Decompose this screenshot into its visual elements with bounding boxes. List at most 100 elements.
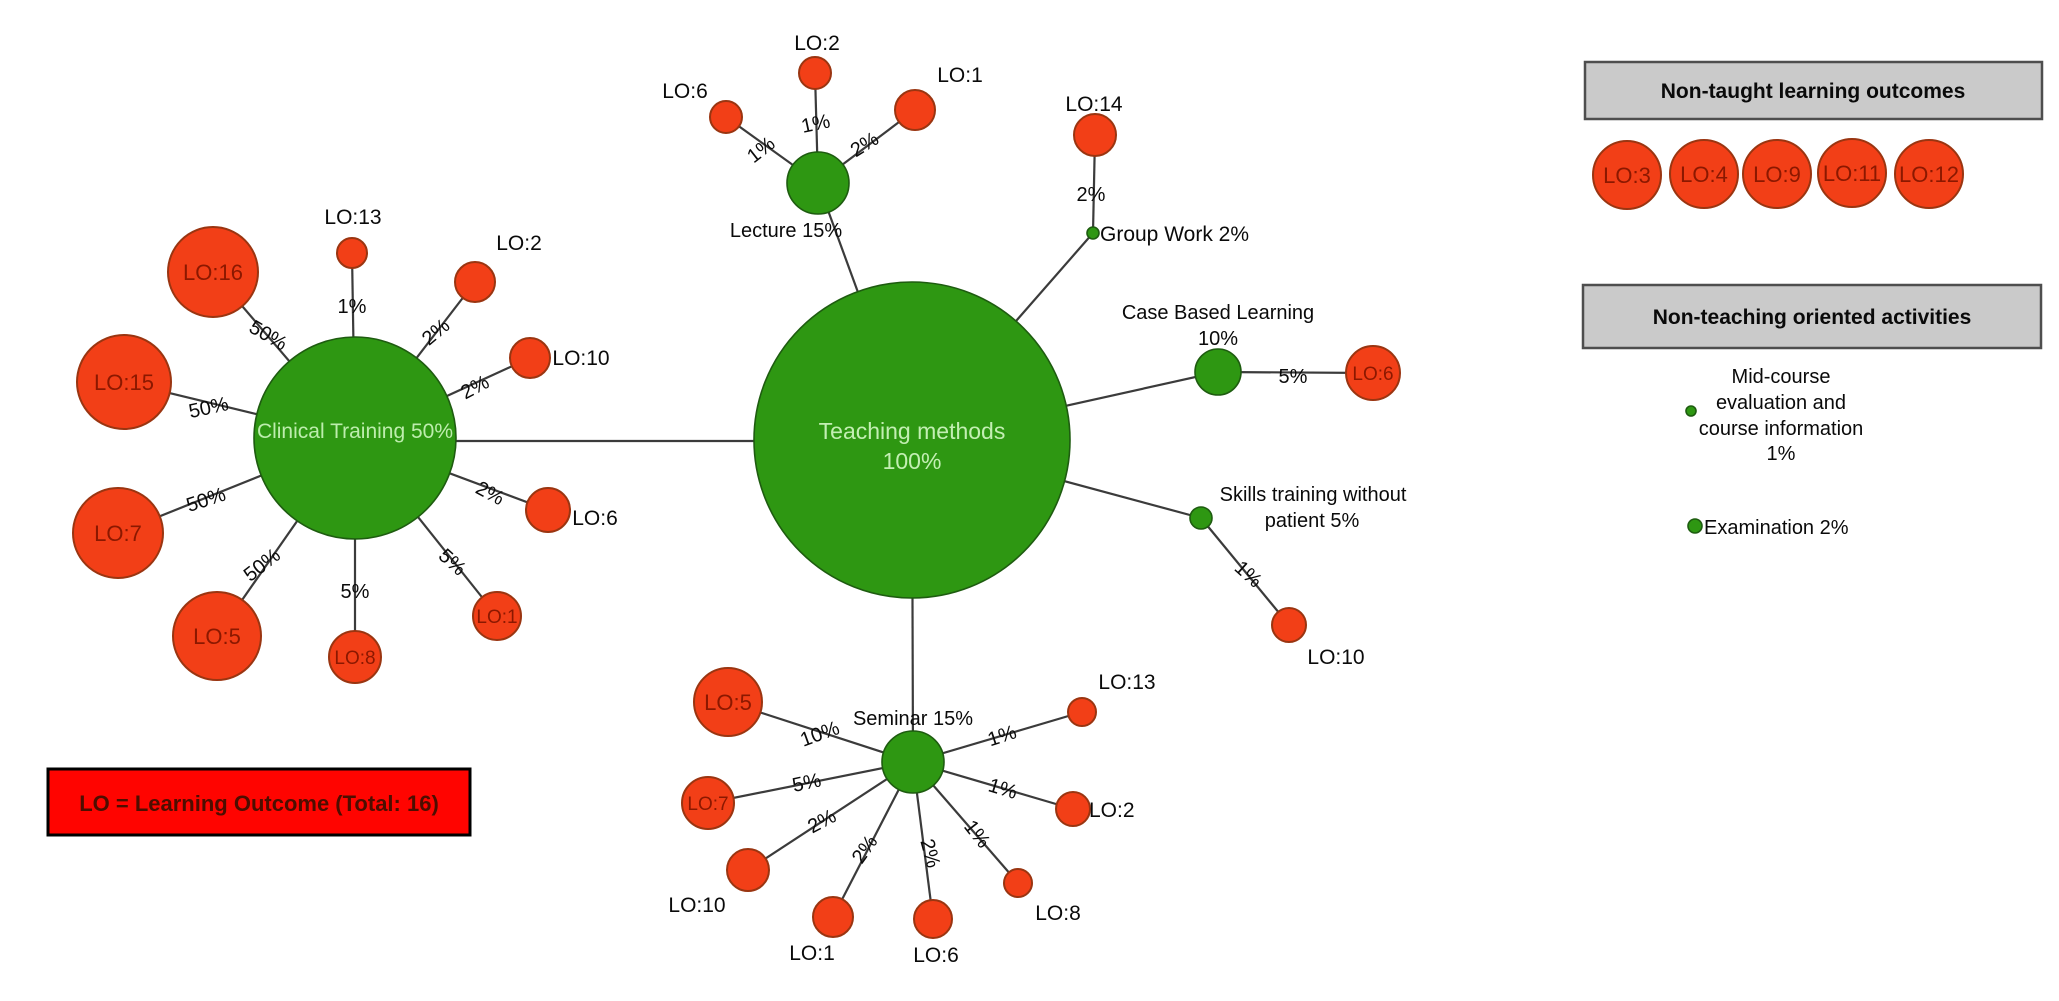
node-clinical-lo16 (167, 226, 259, 318)
seminar-node-label: Seminar 15% (853, 708, 973, 730)
edge-label: 1% (986, 775, 1020, 805)
node-seminar-lo13 (1067, 697, 1097, 727)
legend: LO = Learning Outcome (Total: 16) (46, 767, 472, 837)
edge-label: 2% (418, 315, 454, 351)
lecture-node-label: Lecture 15% (730, 220, 843, 242)
node-seminar-lo10 (726, 848, 770, 892)
mid-course-label-line1: Mid-course (1732, 366, 1831, 388)
node-seminar-lo6 (913, 899, 953, 939)
mid-course-label-line4: 1% (1767, 443, 1796, 465)
edge-label: 50% (184, 484, 229, 517)
node-skills-training (1189, 506, 1213, 530)
node-clinical-lo6 (525, 487, 571, 533)
casebased-node-label-line2: 10% (1198, 328, 1238, 350)
node-layer (72, 56, 1401, 939)
node-mid-course-dot (1685, 405, 1697, 417)
edge-skills-lo10 (1200, 517, 1290, 626)
examination-label: Examination 2% (1704, 517, 1849, 539)
node-clinical-lo8 (328, 630, 382, 684)
lo-label: LO:10 (1307, 646, 1364, 669)
non-teaching-title: Non-teaching oriented activities (1653, 306, 1972, 329)
edge-label: 1% (799, 110, 832, 138)
node-seminar-lo1 (812, 896, 854, 938)
root-node-label-line1: Teaching methods (819, 418, 1006, 444)
skills-node-label-line1: Skills training without (1220, 484, 1407, 506)
lo-label: LO:9 (1753, 162, 1801, 187)
edge-label: 1% (743, 133, 779, 168)
node-label-layer: Teaching methods 100% Clinical Training … (94, 32, 1407, 967)
edge-label: 2% (1077, 184, 1106, 206)
lo-label: LO:5 (193, 624, 241, 649)
node-nontaught-lo9 (1742, 139, 1812, 209)
mid-course-label-line3: course information (1699, 418, 1864, 440)
edge-label: 50% (245, 316, 291, 355)
edge-label: 2% (915, 837, 944, 871)
edge-label: 5% (790, 769, 823, 797)
node-seminar-lo8 (1003, 868, 1033, 898)
node-clinical-lo15 (76, 334, 172, 430)
edge-label: 1% (338, 296, 367, 318)
lo-label: LO:2 (496, 232, 542, 255)
lo-label: LO:7 (94, 521, 142, 546)
lo-label: LO:7 (687, 794, 728, 815)
lo-label: LO:11 (1823, 161, 1881, 186)
lo-label: LO:6 (913, 944, 959, 967)
skills-node-label-line2: patient 5% (1265, 510, 1360, 532)
legend-box (46, 767, 472, 837)
node-skills-lo10 (1271, 607, 1307, 643)
lo-label: LO:1 (937, 64, 983, 87)
edge-label: 5% (341, 581, 370, 603)
node-clinical-lo2 (454, 261, 496, 303)
lo-label: LO:8 (1035, 902, 1081, 925)
node-teaching-methods (753, 281, 1071, 599)
node-groupwork-lo14 (1073, 113, 1117, 157)
edge-label: 50% (187, 393, 231, 423)
lo-label: LO:13 (1098, 671, 1155, 694)
node-clinical-training (253, 336, 457, 540)
node-lecture (786, 151, 850, 215)
node-nontaught-lo3 (1592, 140, 1662, 210)
edge-label: 50% (240, 544, 285, 586)
node-seminar (881, 730, 945, 794)
edge-label: 2% (472, 477, 508, 510)
edge-seminar-lo7 (707, 760, 914, 805)
non-teaching-panel: Non-teaching oriented activities Mid-cou… (1581, 283, 2043, 539)
node-nontaught-lo4 (1669, 139, 1739, 209)
edge-label: 1% (1230, 557, 1266, 593)
edge-label: 1% (985, 721, 1019, 751)
node-seminar-lo7 (681, 776, 735, 830)
edge-label: 5% (1279, 366, 1308, 388)
node-lecture-lo6 (709, 100, 743, 134)
node-case-based-learning (1194, 348, 1242, 396)
node-casebased-lo6 (1345, 345, 1401, 401)
lo-label: LO:5 (704, 690, 752, 715)
node-lecture-lo1 (894, 89, 936, 131)
lo-label: LO:13 (324, 206, 381, 229)
node-group-work (1086, 226, 1100, 240)
non-taught-panel: Non-taught learning outcomes LO:3 LO:4 L… (1583, 60, 2044, 210)
edge-label: 2% (848, 831, 883, 867)
node-examination-dot (1687, 518, 1703, 534)
lo-label: LO:10 (552, 347, 609, 370)
node-clinical-lo1 (472, 591, 522, 641)
lo-label: LO:14 (1065, 93, 1123, 116)
non-teaching-header-box (1581, 283, 2043, 350)
edge-seminar-lo10 (747, 761, 914, 871)
node-nontaught-lo12 (1894, 139, 1964, 209)
lo-label: LO:8 (334, 648, 375, 669)
node-lecture-lo2 (798, 56, 832, 90)
node-nontaught-lo11 (1817, 138, 1887, 208)
lo-label: LO:12 (1899, 162, 1959, 187)
clinical-node-label: Clinical Training 50% (257, 420, 453, 443)
non-taught-title: Non-taught learning outcomes (1661, 80, 1966, 103)
node-clinical-lo5 (172, 591, 262, 681)
lo-label: LO:16 (183, 260, 243, 285)
root-node-label-line2: 100% (883, 448, 942, 474)
node-clinical-lo10 (509, 337, 551, 379)
node-seminar-lo2 (1055, 791, 1091, 827)
non-taught-header-box (1583, 60, 2044, 121)
lo-label: LO:1 (789, 942, 835, 965)
edge-label: 10% (797, 717, 842, 751)
